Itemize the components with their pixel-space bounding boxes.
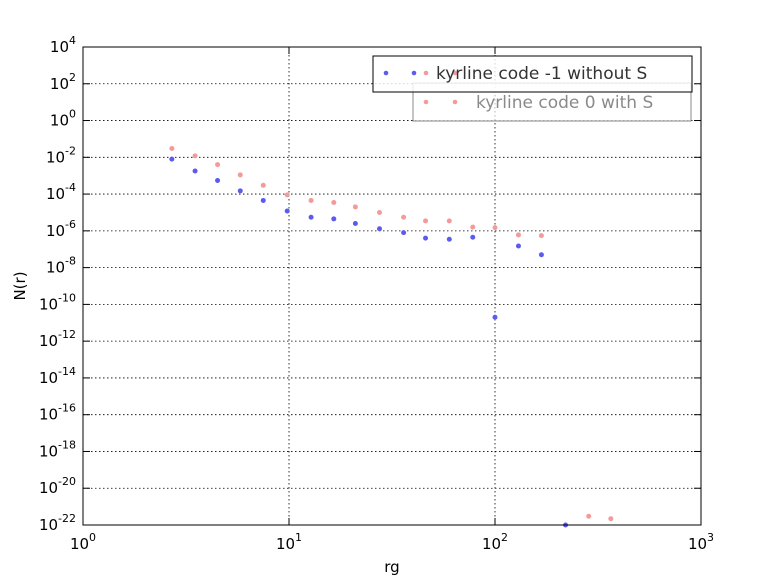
legend-marker (411, 70, 417, 76)
y-tick-label: 10-14 (39, 365, 76, 387)
data-point-series-1 (284, 208, 290, 214)
legend-entry-primary: kyrline code -1 without S (383, 64, 647, 84)
grid-lines (83, 47, 701, 525)
x-tick-label: 101 (276, 531, 302, 553)
y-tick-label: 102 (50, 71, 76, 93)
data-point-series-1 (470, 234, 476, 240)
data-point-series-1 (377, 226, 383, 232)
x-axis-label: rg (384, 558, 399, 576)
data-point-series-2 (515, 232, 521, 238)
data-point-series-2 (260, 182, 266, 188)
legend-marker (383, 70, 389, 76)
y-tick-label: 10-12 (39, 328, 76, 350)
data-point-series-2 (352, 204, 358, 210)
y-tick-label: 10-22 (39, 512, 76, 534)
legend: kyrline code 0 with S kyrline code -1 wi… (372, 55, 693, 122)
data-point-series-1 (169, 156, 175, 162)
x-tick-label: 103 (688, 531, 714, 553)
y-axis-label: N(r) (11, 271, 29, 300)
data-point-series-2 (492, 225, 498, 231)
legend-label-series-2: kyrline code 0 with S (476, 93, 653, 113)
y-tick-label: 10-20 (39, 475, 76, 497)
data-point-series-1 (352, 221, 358, 227)
data-point-series-2 (586, 513, 592, 519)
y-tick-label: 10-8 (46, 255, 76, 277)
y-tick-label: 100 (50, 108, 76, 130)
data-point-series-1 (538, 252, 544, 258)
data-point-series-1 (331, 216, 337, 222)
data-point-series-2 (237, 172, 243, 178)
data-point-series-2 (401, 214, 407, 220)
legend-marker (423, 99, 429, 105)
y-tick-label: 10-6 (46, 218, 76, 240)
data-point-series-2 (446, 218, 452, 224)
legend-marker (423, 70, 429, 76)
data-point-series-1 (308, 214, 314, 220)
data-point-series-2 (169, 146, 175, 152)
data-point-series-2 (538, 233, 544, 239)
data-point-series-1 (423, 235, 429, 241)
data-point-series-1 (492, 314, 498, 320)
legend-marker (452, 70, 458, 76)
x-tick-label: 102 (482, 531, 508, 553)
data-point-series-2 (331, 199, 337, 205)
data-point-series-1 (401, 230, 407, 236)
x-tick-label: 100 (70, 531, 96, 553)
y-tick-label: 10-4 (46, 181, 76, 203)
data-point-series-2 (192, 153, 198, 159)
data-point-series-2 (308, 197, 314, 203)
legend-marker (452, 99, 458, 105)
data-point-series-1 (192, 168, 198, 174)
data-points (169, 146, 614, 528)
data-point-series-1 (446, 236, 452, 242)
data-point-series-2 (423, 218, 429, 224)
data-point-series-1 (515, 243, 521, 249)
data-point-series-2 (470, 224, 476, 230)
data-point-series-1 (237, 188, 243, 194)
legend-label-series-1: kyrline code -1 without S (436, 64, 647, 84)
data-point-series-1 (215, 177, 221, 183)
data-point-series-2 (215, 162, 221, 168)
y-tick-label: 10-16 (39, 402, 76, 424)
y-tick-label: 104 (50, 34, 76, 56)
y-tick-label: 10-10 (39, 291, 76, 313)
data-point-series-2 (284, 192, 290, 198)
axis-ticks: 100 101 102 103 104 102 100 10-2 10-4 10-6 10-8 10-… (39, 34, 714, 553)
y-tick-label: 10-18 (39, 438, 76, 460)
y-tick-label: 10-2 (46, 144, 76, 166)
legend-entry-secondary: kyrline code 0 with S (423, 93, 653, 113)
plot-area-frame (82, 46, 702, 526)
data-point-series-1 (260, 197, 266, 203)
data-point-series-2 (377, 209, 383, 215)
data-point-series-2 (608, 516, 614, 522)
